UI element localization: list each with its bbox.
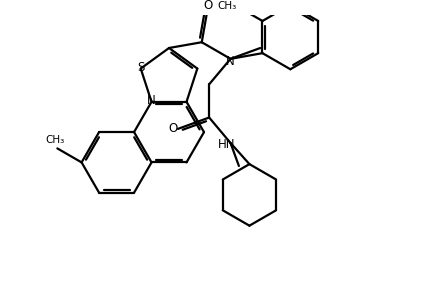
Text: O: O	[203, 0, 212, 12]
Text: O: O	[168, 122, 177, 135]
Text: CH₃: CH₃	[45, 135, 64, 145]
Text: HN: HN	[218, 138, 235, 151]
Text: N: N	[226, 55, 235, 68]
Text: N: N	[147, 94, 156, 107]
Text: S: S	[138, 61, 145, 74]
Text: CH₃: CH₃	[218, 1, 237, 11]
